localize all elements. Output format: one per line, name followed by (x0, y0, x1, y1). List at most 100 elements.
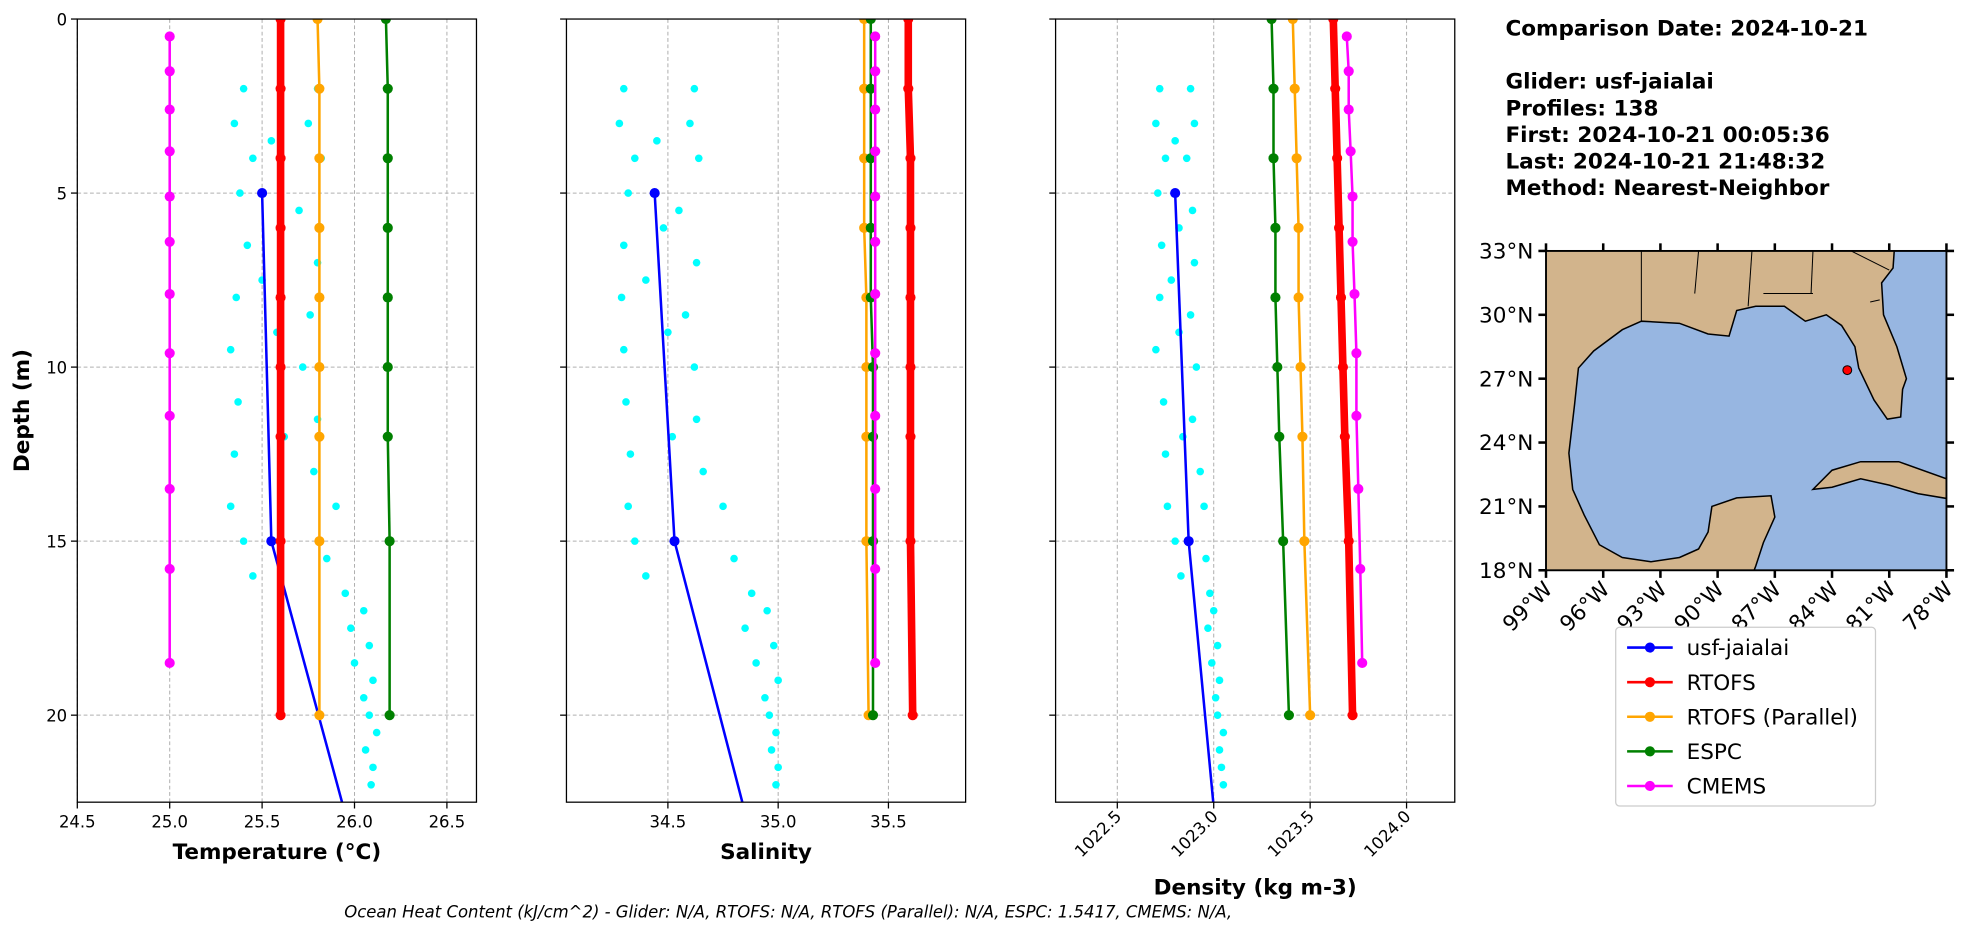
series-marker (1357, 657, 1368, 669)
series-marker (865, 19, 876, 25)
series-marker (164, 146, 175, 157)
observation-point (719, 502, 727, 511)
x-tick-label: 34.5 (650, 813, 687, 832)
series-marker (1343, 536, 1354, 547)
y-tick-label: 24°N (1479, 431, 1533, 456)
observation-point (631, 154, 639, 163)
series-marker (164, 348, 175, 359)
observation-point (1182, 154, 1191, 163)
series-marker (314, 710, 325, 721)
y-tick-label: 18°N (1479, 559, 1533, 584)
legend-marker (1644, 711, 1655, 722)
observation-point (341, 589, 350, 598)
observation-point (774, 763, 782, 772)
legend-label: RTOFS (1687, 671, 1756, 696)
observation-point (236, 189, 244, 197)
observation-point (1202, 554, 1210, 563)
observation-point (690, 363, 699, 371)
axes-frame (565, 18, 967, 803)
series-marker (275, 83, 286, 94)
observation-point (626, 450, 635, 458)
observation-point (239, 537, 248, 545)
plot-area (615, 19, 918, 894)
series-marker (382, 362, 393, 373)
axes-frame (1054, 18, 1456, 803)
water (1568, 250, 1947, 571)
observation-point (690, 84, 699, 93)
observation-point (1196, 467, 1205, 476)
legend-marker (1644, 780, 1655, 792)
footer: Ocean Heat Content (kJ/cm^2) - Glider: N… (344, 902, 1232, 921)
observation-point (1159, 398, 1168, 406)
observation-point (699, 467, 707, 476)
border (1694, 250, 1700, 294)
observation-point (1215, 676, 1224, 685)
observation-point (675, 206, 683, 215)
observation-point (226, 345, 235, 354)
series-marker (903, 83, 914, 94)
series-marker (382, 292, 393, 303)
series-marker (865, 83, 876, 94)
series-marker (275, 222, 286, 233)
x-tick-label: 26.0 (336, 813, 373, 832)
series-marker (1351, 348, 1362, 359)
series-marker (1270, 222, 1281, 233)
series-marker (870, 657, 881, 669)
observation-point (332, 502, 340, 511)
observation-point (1186, 311, 1195, 319)
series-marker (1268, 83, 1279, 94)
series-marker (1355, 563, 1366, 575)
series-marker (1266, 19, 1277, 25)
series-marker (1305, 710, 1316, 721)
series-marker (1272, 362, 1283, 373)
axes-frame (76, 18, 478, 803)
series-marker (1343, 66, 1354, 77)
observation-point (295, 206, 303, 215)
series-marker (314, 292, 325, 303)
series-marker (1291, 153, 1302, 164)
series-marker (382, 83, 393, 94)
series-marker (164, 191, 175, 202)
observation-point (774, 676, 782, 685)
series-marker (1333, 222, 1345, 233)
legend-box (1615, 626, 1877, 807)
observation-point (619, 84, 628, 93)
series-marker (1299, 536, 1310, 547)
observation-point (664, 328, 672, 337)
glider-position (1842, 365, 1853, 376)
series-marker (760, 884, 770, 894)
legend-label: RTOFS (Parallel) (1687, 705, 1858, 730)
observation-point (659, 224, 668, 232)
series-marker (164, 288, 175, 300)
observation-point (249, 572, 257, 580)
map-frame (1545, 249, 1948, 572)
info-line: Glider: usf-jaialai (1505, 70, 1713, 95)
observation-point (306, 311, 314, 319)
observation-point (767, 746, 776, 754)
series-marker (382, 431, 393, 442)
observation-point (359, 606, 368, 615)
observation-point (369, 763, 377, 772)
x-tick-label: 1024.0 (1360, 807, 1414, 861)
series-marker (1289, 83, 1300, 94)
series-marker (1339, 431, 1350, 442)
series-marker (865, 222, 876, 233)
series-marker (903, 19, 914, 25)
x-axis-label: Salinity (720, 840, 812, 865)
observation-point (1155, 84, 1164, 93)
series-marker (382, 153, 393, 164)
series-marker (314, 222, 325, 233)
observation-point (304, 119, 313, 128)
observation-point (1167, 276, 1176, 284)
series-marker (314, 431, 325, 442)
series-marker (1341, 31, 1352, 42)
border (1870, 299, 1880, 303)
info-line: Profiles: 138 (1505, 96, 1658, 121)
series-marker (164, 657, 175, 669)
observation-point (310, 467, 318, 476)
x-tick-label: 78°W (1899, 577, 1959, 637)
series-marker (312, 19, 323, 25)
y-tick-label: 30°N (1479, 303, 1533, 328)
y-tick-label: 21°N (1479, 495, 1533, 520)
